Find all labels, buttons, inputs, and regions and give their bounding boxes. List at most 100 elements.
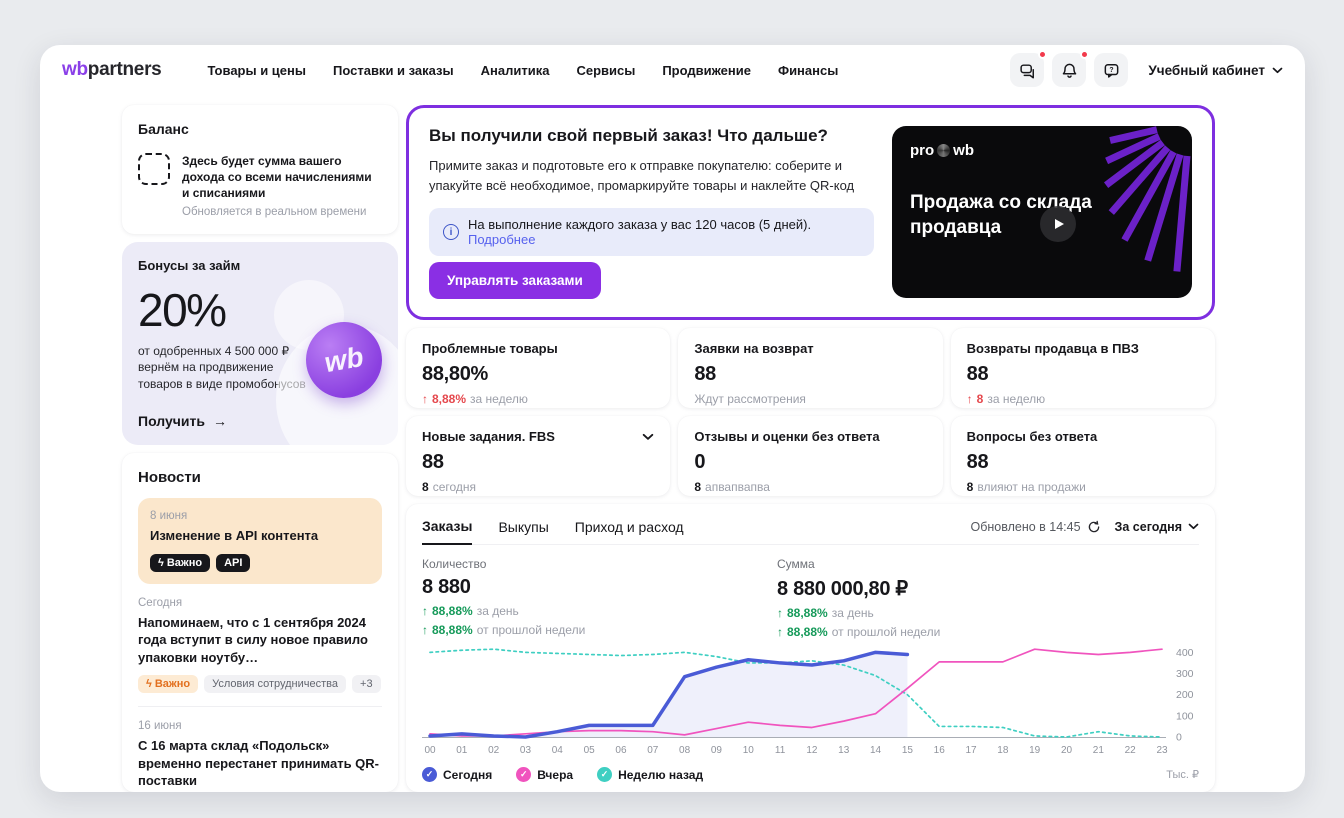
swirl-icon bbox=[937, 144, 951, 157]
news-item-highlighted[interactable]: 8 июня Изменение в API контента ϟ Важно A… bbox=[138, 497, 382, 584]
checkbox-checked-icon[interactable]: ✓ bbox=[422, 767, 437, 782]
news-date: 16 июня bbox=[138, 720, 182, 733]
arrow-up-icon: ↑ bbox=[422, 392, 428, 406]
tag-important[interactable]: ϟ Важно bbox=[150, 553, 211, 572]
messages-badge bbox=[1038, 50, 1048, 59]
lightning-icon: ϟ bbox=[146, 678, 152, 691]
bonus-cta-label: Получить bbox=[138, 412, 205, 429]
nav-item-promotion[interactable]: Продвижение bbox=[662, 62, 751, 78]
account-name: Учебный кабинет bbox=[1148, 62, 1265, 78]
svg-text:08: 08 bbox=[679, 745, 691, 756]
svg-text:100: 100 bbox=[1176, 710, 1194, 722]
news-item[interactable]: Сегодня Напоминаем, что с 1 сентября 202… bbox=[138, 584, 382, 707]
svg-text:06: 06 bbox=[615, 745, 627, 756]
delta-suffix: от прошлой недели bbox=[831, 625, 941, 639]
stat-value: 88 bbox=[422, 451, 444, 473]
metric-sum: Сумма 8 880 000,80 ₽ ↑ 88,88% за день ↑ … bbox=[777, 557, 1132, 639]
orders-line-chart[interactable]: 0 100 200 300 400 00 01 02 03 04 05 06 07 08 09 10 11 12 1… bbox=[422, 641, 1199, 763]
tag-api[interactable]: API bbox=[216, 553, 251, 572]
svg-text:01: 01 bbox=[456, 745, 468, 756]
nav-item-goods[interactable]: Товары и цены bbox=[207, 62, 306, 78]
nav-item-services[interactable]: Сервисы bbox=[576, 62, 636, 78]
deadline-info-banner: i На выполнение каждого заказа у вас 120… bbox=[429, 208, 874, 256]
play-button[interactable] bbox=[1040, 206, 1076, 242]
wbpartners-logo[interactable]: wbpartners bbox=[62, 59, 162, 81]
stat-new-tasks-fbs[interactable]: Новые задания. FBS 88 8 сегодня bbox=[406, 416, 671, 496]
news-headline: С 16 марта склад «Подольск» временно пер… bbox=[138, 738, 379, 789]
stat-value: 88 bbox=[966, 363, 989, 385]
manage-orders-button[interactable]: Управлять заказами bbox=[429, 262, 601, 299]
nav-item-finance[interactable]: Финансы bbox=[777, 62, 839, 78]
stat-note: Ждут рассмотрения bbox=[694, 392, 806, 406]
tab-buyouts[interactable]: Выкупы bbox=[498, 518, 549, 535]
updated-label: Обновлено в 14:45 bbox=[970, 519, 1081, 534]
svg-text:17: 17 bbox=[965, 745, 977, 756]
stat-note: влияют на продажи bbox=[977, 480, 1086, 494]
stat-return-requests[interactable]: Заявки на возврат 88 Ждут рассмотрения bbox=[678, 328, 943, 408]
news-item[interactable]: 16 июня С 16 марта склад «Подольск» врем… bbox=[138, 706, 382, 792]
delta-percent: 88,88% bbox=[787, 625, 828, 639]
stat-value: 88,80% bbox=[422, 363, 489, 385]
stat-unanswered-reviews[interactable]: Отзывы и оценки без ответа 0 8 апвапвапв… bbox=[678, 416, 943, 496]
legend-week-ago[interactable]: ✓ Неделю назад bbox=[597, 767, 703, 782]
arrow-up-icon: ↑ bbox=[777, 606, 783, 620]
arrow-up-icon: ↑ bbox=[966, 392, 973, 406]
account-switcher[interactable]: Учебный кабинет bbox=[1148, 63, 1283, 78]
tag-important[interactable]: ϟ Важно bbox=[138, 675, 199, 694]
period-dropdown[interactable]: За сегодня bbox=[1115, 520, 1199, 534]
svg-text:20: 20 bbox=[1061, 745, 1073, 756]
stat-title: Новые задания. FBS bbox=[422, 429, 555, 444]
svg-text:11: 11 bbox=[775, 745, 786, 756]
tag-label: Условия сотрудничества bbox=[212, 678, 339, 691]
tab-orders[interactable]: Заказы bbox=[422, 516, 473, 545]
help-bubble-icon: ? bbox=[1104, 63, 1119, 78]
arrow-right-icon: → bbox=[212, 412, 227, 429]
svg-text:21: 21 bbox=[1093, 745, 1105, 756]
svg-text:0: 0 bbox=[1176, 732, 1182, 744]
help-button[interactable]: ? bbox=[1094, 53, 1129, 87]
stat-seller-returns-pvz[interactable]: Возвраты продавца в ПВЗ 88 ↑ 8 за неделю bbox=[950, 328, 1215, 408]
tag-terms[interactable]: Условия сотрудничества bbox=[204, 675, 347, 694]
stat-note: сегодня bbox=[432, 480, 477, 494]
logo-wb: wb bbox=[62, 59, 88, 80]
chart-metrics: Количество 8 880 ↑ 88,88% за день ↑ 88,8… bbox=[422, 557, 1199, 639]
svg-text:09: 09 bbox=[711, 745, 723, 756]
logo-partners: partners bbox=[87, 59, 162, 80]
main-nav: Товары и цены Поставки и заказы Аналитик… bbox=[207, 63, 838, 78]
svg-text:?: ? bbox=[1109, 67, 1113, 74]
legend-yesterday[interactable]: ✓ Вчера bbox=[516, 767, 573, 782]
legend-today[interactable]: ✓ Сегодня bbox=[422, 767, 492, 782]
stats-grid-row-1: Проблемные товары 88,80% ↑ 8,88% за неде… bbox=[406, 328, 1215, 408]
metric-value: 8 880 bbox=[422, 576, 471, 598]
stat-value: 88 bbox=[694, 363, 716, 385]
bonus-get-button[interactable]: Получить → bbox=[138, 413, 382, 429]
stat-delta-suffix: за неделю bbox=[987, 392, 1046, 406]
news-headline: Изменение в API контента bbox=[150, 527, 319, 543]
messages-button[interactable] bbox=[1010, 50, 1048, 87]
notifications-button[interactable] bbox=[1052, 50, 1090, 87]
checkbox-checked-icon[interactable]: ✓ bbox=[516, 767, 532, 782]
checkbox-checked-icon[interactable]: ✓ bbox=[597, 767, 613, 782]
tab-income-expense[interactable]: Приход и расход bbox=[574, 518, 684, 535]
chevron-down-icon bbox=[1272, 67, 1283, 74]
details-link[interactable]: Подробнее bbox=[468, 232, 536, 247]
svg-text:18: 18 bbox=[997, 745, 1009, 756]
stat-unanswered-questions[interactable]: Вопросы без ответа 88 8 влияют на продаж… bbox=[950, 416, 1215, 496]
arrow-up-icon: ↑ bbox=[422, 623, 428, 637]
legend-label: Неделю назад bbox=[618, 767, 704, 782]
info-text: На выполнение каждого заказа у вас 120 ч… bbox=[468, 217, 812, 232]
stat-problem-goods[interactable]: Проблемные товары 88,80% ↑ 8,88% за неде… bbox=[406, 328, 671, 408]
bonus-percent: 20% bbox=[138, 283, 227, 336]
tag-more[interactable]: +3 bbox=[352, 675, 381, 694]
chevron-down-icon[interactable] bbox=[642, 433, 654, 441]
nav-item-analytics[interactable]: Аналитика bbox=[480, 62, 550, 78]
refresh-control[interactable]: Обновлено в 14:45 bbox=[970, 520, 1100, 534]
video-thumbnail[interactable]: pro wb Продажа со склада продавца bbox=[892, 126, 1192, 298]
svg-text:12: 12 bbox=[806, 745, 818, 756]
legend-label: Сегодня bbox=[443, 767, 493, 782]
tag-label: API bbox=[224, 556, 243, 569]
svg-text:13: 13 bbox=[838, 745, 850, 756]
nav-item-supplies[interactable]: Поставки и заказы bbox=[333, 62, 454, 78]
chart-tabs: Заказы Выкупы Приход и расход Обновлено … bbox=[422, 516, 1199, 545]
loan-bonus-card[interactable]: Бонусы за займ 20% от одобренных 4 500 0… bbox=[122, 241, 398, 445]
